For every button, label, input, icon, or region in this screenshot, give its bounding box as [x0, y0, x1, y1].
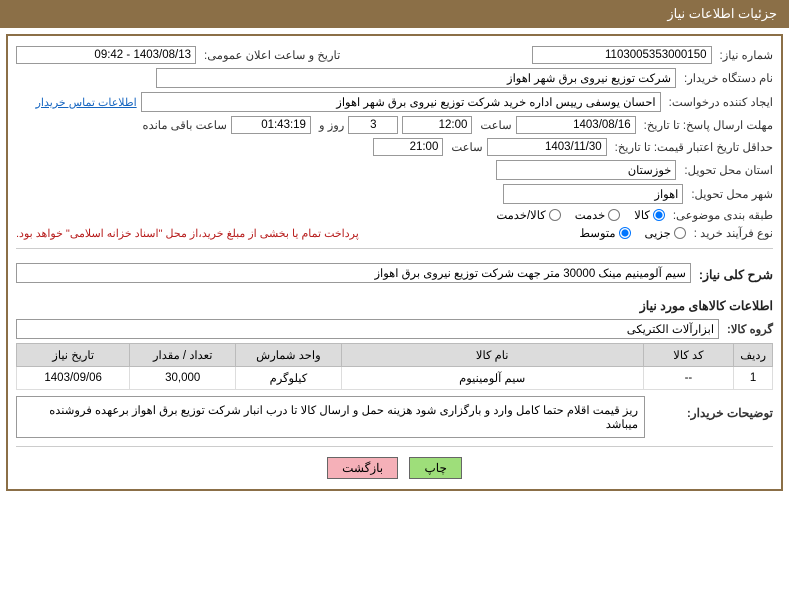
delivery-prov-field: خوزستان — [496, 160, 676, 180]
process-radio[interactable] — [619, 227, 631, 239]
divider-2 — [16, 446, 773, 447]
requester-label: ایجاد کننده درخواست: — [665, 95, 773, 109]
deadline-remain-field: 01:43:19 — [231, 116, 311, 134]
process-option[interactable]: متوسط — [579, 226, 630, 240]
group-field: ابزارآلات الکتریکی — [16, 319, 719, 339]
price-valid-label: حداقل تاریخ اعتبار قیمت: تا تاریخ: — [611, 140, 773, 154]
contact-link[interactable]: اطلاعات تماس خریدار — [36, 96, 137, 109]
category-label: طبقه بندی موضوعی: — [669, 208, 773, 222]
panel-title: جزئیات اطلاعات نیاز — [667, 6, 777, 21]
remain-label: ساعت باقی مانده — [139, 118, 227, 132]
items-table-header: تاریخ نیاز — [17, 344, 130, 367]
items-table-header: تعداد / مقدار — [130, 344, 236, 367]
process-radio-label: جزیی — [645, 226, 671, 240]
category-radio-label: خدمت — [575, 208, 606, 222]
payment-note: پرداخت تمام یا بخشی از مبلغ خرید،از محل … — [16, 227, 359, 240]
deadline-days-field: 3 — [348, 116, 398, 134]
deadline-time-label: ساعت — [476, 118, 511, 132]
items-table-header-row: ردیفکد کالانام کالاواحد شمارشتعداد / مقد… — [17, 344, 773, 367]
process-radio-group: جزیی متوسط — [579, 226, 685, 240]
category-radio-label: کالا/خدمت — [496, 208, 545, 222]
days-and-label: روز و — [315, 118, 344, 132]
divider-1 — [16, 248, 773, 249]
announce-dt-label: تاریخ و ساعت اعلان عمومی: — [200, 48, 340, 62]
buyer-notes-field: ریز قیمت اقلام حتما کامل وارد و بارگزاری… — [16, 396, 645, 438]
table-cell: 1403/09/06 — [17, 367, 130, 390]
items-table-header: نام کالا — [341, 344, 643, 367]
process-radio-label: متوسط — [579, 226, 615, 240]
category-radio-label: کالا — [634, 208, 650, 222]
process-radio[interactable] — [674, 227, 686, 239]
category-radio[interactable] — [653, 209, 665, 221]
process-option[interactable]: جزیی — [645, 226, 686, 240]
buyer-org-label: نام دستگاه خریدار: — [680, 71, 773, 85]
process-label: نوع فرآیند خرید : — [690, 226, 773, 240]
price-valid-date-field: 1403/11/30 — [487, 138, 607, 156]
category-radio-group: کالا خدمت کالا/خدمت — [496, 208, 665, 222]
table-cell: 1 — [734, 367, 773, 390]
buyer-org-field: شرکت توزیع نیروی برق شهر اهواز — [156, 68, 676, 88]
print-button[interactable]: چاپ — [409, 457, 461, 479]
summary-label: شرح کلی نیاز: — [695, 267, 773, 282]
delivery-prov-label: استان محل تحویل: — [680, 163, 773, 177]
deadline-time-field: 12:00 — [402, 116, 472, 134]
price-valid-time-field: 21:00 — [373, 138, 443, 156]
items-table-header: کد کالا — [643, 344, 734, 367]
table-cell: -- — [643, 367, 734, 390]
delivery-city-label: شهر محل تحویل: — [687, 187, 773, 201]
need-no-label: شماره نیاز: — [716, 48, 774, 62]
table-row: 1--سیم آلومینیومکیلوگرم30,0001403/09/06 — [17, 367, 773, 390]
category-option[interactable]: کالا/خدمت — [496, 208, 560, 222]
announce-dt-field: 1403/08/13 - 09:42 — [16, 46, 196, 64]
category-option[interactable]: کالا — [634, 208, 665, 222]
group-label: گروه کالا: — [723, 322, 773, 336]
table-cell: کیلوگرم — [236, 367, 342, 390]
buyer-notes-label: توضیحات خریدار: — [653, 396, 773, 420]
table-cell: سیم آلومینیوم — [341, 367, 643, 390]
back-button[interactable]: بازگشت — [327, 457, 398, 479]
summary-field: سیم آلومینیم مینک 30000 متر جهت شرکت توز… — [16, 263, 691, 283]
delivery-city-field: اهواز — [503, 184, 683, 204]
items-table: ردیفکد کالانام کالاواحد شمارشتعداد / مقد… — [16, 343, 773, 390]
category-radio[interactable] — [549, 209, 561, 221]
items-table-header: واحد شمارش — [236, 344, 342, 367]
deadline-date-field: 1403/08/16 — [516, 116, 636, 134]
details-container: شماره نیاز: 1103005353000150 تاریخ و ساع… — [6, 34, 783, 491]
category-option[interactable]: خدمت — [575, 208, 621, 222]
table-cell: 30,000 — [130, 367, 236, 390]
items-info-title: اطلاعات کالاهای مورد نیاز — [16, 298, 773, 313]
deadline-label: مهلت ارسال پاسخ: تا تاریخ: — [640, 118, 773, 132]
items-table-header: ردیف — [734, 344, 773, 367]
need-no-field: 1103005353000150 — [532, 46, 712, 64]
panel-header: جزئیات اطلاعات نیاز — [0, 0, 789, 28]
price-valid-time-label: ساعت — [447, 140, 482, 154]
requester-field: احسان یوسفی رییس اداره خرید شرکت توزیع ن… — [141, 92, 661, 112]
category-radio[interactable] — [608, 209, 620, 221]
